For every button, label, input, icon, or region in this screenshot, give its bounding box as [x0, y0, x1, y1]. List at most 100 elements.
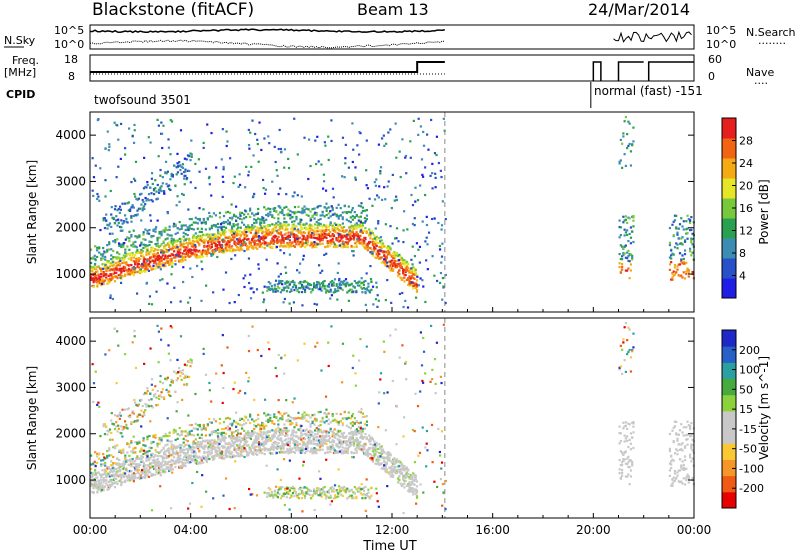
echo-point: [154, 473, 157, 476]
echo-point: [218, 448, 221, 451]
echo-point: [130, 462, 133, 465]
echo-point: [315, 229, 318, 233]
echo-point: [317, 288, 320, 291]
echo-point: [668, 268, 672, 272]
echo-point: [683, 249, 687, 252]
echo-point: [164, 468, 167, 471]
echo-point: [149, 471, 152, 474]
echo-point: [337, 446, 341, 449]
echo-point: [670, 249, 673, 252]
echo-point: [118, 262, 122, 266]
echo-point: [400, 278, 404, 281]
y-tick-label: 3000: [55, 174, 86, 188]
echo-point: [277, 223, 280, 226]
echo-point: [215, 166, 218, 169]
echo-point: [151, 253, 154, 256]
echo-point: [286, 281, 289, 284]
echo-point: [243, 217, 246, 220]
echo-point: [236, 216, 240, 219]
echo-point: [118, 468, 122, 472]
echo-point: [182, 193, 185, 197]
echo-point: [369, 240, 372, 244]
echo-point: [228, 450, 231, 453]
echo-point: [248, 432, 251, 435]
echo-point: [117, 274, 120, 277]
echo-point: [92, 256, 95, 259]
echo-point: [252, 433, 255, 436]
echo-point: [229, 443, 232, 446]
echo-point: [280, 225, 283, 228]
echo-point: [257, 449, 260, 452]
echo-point: [176, 453, 180, 456]
echo-point: [253, 239, 256, 242]
echo-point: [139, 193, 142, 196]
echo-point: [623, 120, 626, 123]
echo-point: [335, 444, 338, 447]
echo-point: [142, 264, 146, 267]
echo-point: [179, 164, 182, 167]
echo-point: [156, 256, 159, 259]
echo-point: [246, 444, 249, 447]
echo-point: [257, 437, 260, 440]
echo-point: [220, 227, 223, 230]
echo-point: [332, 196, 335, 199]
echo-point: [118, 252, 121, 256]
echo-point: [263, 453, 266, 456]
echo-point: [204, 458, 207, 461]
echo-point: [136, 213, 139, 216]
echo-point: [268, 449, 271, 452]
echo-point: [384, 263, 387, 266]
echo-point: [337, 279, 341, 282]
echo-point: [356, 445, 359, 448]
echo-point: [209, 237, 212, 240]
echo-point: [285, 226, 288, 229]
echo-point: [262, 432, 265, 436]
echo-point: [262, 444, 265, 447]
echo-point: [204, 167, 208, 170]
echo-point: [248, 436, 251, 439]
echo-point: [208, 245, 211, 248]
echo-point: [202, 208, 205, 211]
echo-point: [299, 211, 302, 214]
echo-point: [281, 429, 284, 432]
echo-point: [175, 445, 178, 448]
echo-point: [440, 224, 444, 227]
echo-point: [271, 446, 274, 449]
echo-point: [141, 270, 144, 273]
echo-point: [151, 473, 154, 476]
echo-point: [628, 217, 631, 220]
echo-point: [115, 176, 118, 179]
echo-point: [135, 246, 138, 249]
echo-point: [313, 236, 317, 240]
echo-point: [368, 289, 371, 293]
echo-point: [300, 245, 303, 248]
echo-point: [147, 471, 151, 474]
echo-point: [95, 472, 98, 475]
echo-point: [303, 246, 307, 249]
echo-point: [227, 236, 230, 239]
echo-point: [96, 490, 99, 493]
echo-point: [676, 268, 679, 271]
echo-point: [379, 249, 382, 252]
echo-point: [310, 241, 313, 244]
echo-point: [139, 244, 142, 247]
echo-point: [690, 239, 693, 242]
echo-point: [129, 254, 132, 257]
echo-point: [438, 281, 442, 285]
echo-point: [256, 232, 259, 235]
echo-point: [377, 196, 380, 199]
echo-point: [264, 188, 268, 191]
echo-point: [295, 235, 298, 238]
echo-point: [277, 429, 280, 432]
echo-point: [154, 454, 157, 457]
echo-point: [312, 437, 315, 441]
echo-point: [246, 433, 249, 436]
echo-point: [208, 183, 211, 186]
echo-point: [287, 440, 290, 443]
echo-point: [338, 282, 341, 285]
echo-point: [215, 245, 219, 248]
echo-point: [189, 242, 192, 245]
echo-point: [229, 435, 232, 438]
echo-point: [398, 292, 401, 296]
echo-point: [284, 266, 287, 269]
